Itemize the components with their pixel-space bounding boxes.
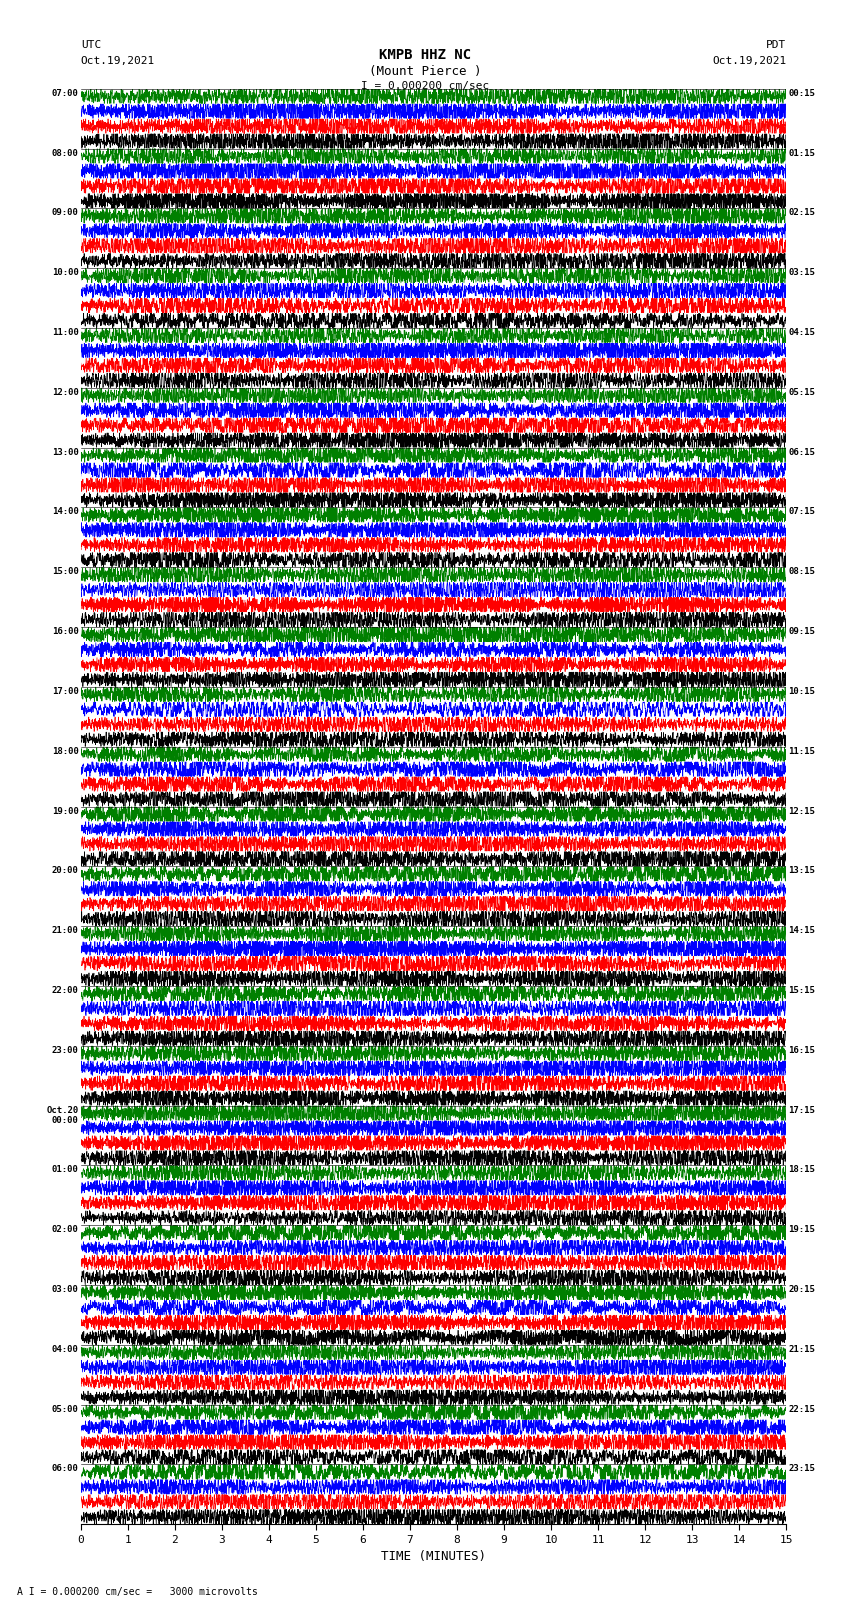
Text: 17:00: 17:00 xyxy=(52,687,79,695)
Text: 03:00: 03:00 xyxy=(52,1286,79,1294)
Text: 11:00: 11:00 xyxy=(52,327,79,337)
Text: Oct.20
00:00: Oct.20 00:00 xyxy=(47,1105,79,1124)
Text: (Mount Pierce ): (Mount Pierce ) xyxy=(369,65,481,77)
Text: 14:00: 14:00 xyxy=(52,508,79,516)
Text: UTC: UTC xyxy=(81,40,101,50)
Text: Oct.19,2021: Oct.19,2021 xyxy=(712,56,786,66)
Text: 06:00: 06:00 xyxy=(52,1465,79,1473)
Text: 10:00: 10:00 xyxy=(52,268,79,277)
Text: 04:15: 04:15 xyxy=(788,327,815,337)
Text: 06:15: 06:15 xyxy=(788,448,815,456)
Text: 17:15: 17:15 xyxy=(788,1105,815,1115)
Text: KMPB HHZ NC: KMPB HHZ NC xyxy=(379,48,471,63)
Text: 20:00: 20:00 xyxy=(52,866,79,876)
X-axis label: TIME (MINUTES): TIME (MINUTES) xyxy=(381,1550,486,1563)
Text: I = 0.000200 cm/sec: I = 0.000200 cm/sec xyxy=(361,81,489,90)
Text: 01:15: 01:15 xyxy=(788,148,815,158)
Text: 07:00: 07:00 xyxy=(52,89,79,98)
Text: 15:00: 15:00 xyxy=(52,568,79,576)
Text: 07:15: 07:15 xyxy=(788,508,815,516)
Text: 21:15: 21:15 xyxy=(788,1345,815,1353)
Text: 23:00: 23:00 xyxy=(52,1045,79,1055)
Text: 13:15: 13:15 xyxy=(788,866,815,876)
Text: A I = 0.000200 cm/sec =   3000 microvolts: A I = 0.000200 cm/sec = 3000 microvolts xyxy=(17,1587,258,1597)
Text: 22:00: 22:00 xyxy=(52,986,79,995)
Text: 15:15: 15:15 xyxy=(788,986,815,995)
Text: 08:15: 08:15 xyxy=(788,568,815,576)
Text: 19:15: 19:15 xyxy=(788,1226,815,1234)
Text: 16:15: 16:15 xyxy=(788,1045,815,1055)
Text: 01:00: 01:00 xyxy=(52,1165,79,1174)
Text: 16:00: 16:00 xyxy=(52,627,79,636)
Text: 03:15: 03:15 xyxy=(788,268,815,277)
Text: 13:00: 13:00 xyxy=(52,448,79,456)
Text: 21:00: 21:00 xyxy=(52,926,79,936)
Text: 09:15: 09:15 xyxy=(788,627,815,636)
Text: 18:15: 18:15 xyxy=(788,1165,815,1174)
Text: 02:00: 02:00 xyxy=(52,1226,79,1234)
Text: 05:00: 05:00 xyxy=(52,1405,79,1413)
Text: 04:00: 04:00 xyxy=(52,1345,79,1353)
Text: 19:00: 19:00 xyxy=(52,806,79,816)
Text: 20:15: 20:15 xyxy=(788,1286,815,1294)
Text: 09:00: 09:00 xyxy=(52,208,79,218)
Text: 00:15: 00:15 xyxy=(788,89,815,98)
Text: 12:15: 12:15 xyxy=(788,806,815,816)
Text: 05:15: 05:15 xyxy=(788,387,815,397)
Text: 10:15: 10:15 xyxy=(788,687,815,695)
Text: 08:00: 08:00 xyxy=(52,148,79,158)
Text: 14:15: 14:15 xyxy=(788,926,815,936)
Text: 12:00: 12:00 xyxy=(52,387,79,397)
Text: Oct.19,2021: Oct.19,2021 xyxy=(81,56,155,66)
Text: 11:15: 11:15 xyxy=(788,747,815,755)
Text: 18:00: 18:00 xyxy=(52,747,79,755)
Text: 23:15: 23:15 xyxy=(788,1465,815,1473)
Text: 22:15: 22:15 xyxy=(788,1405,815,1413)
Text: PDT: PDT xyxy=(766,40,786,50)
Text: 02:15: 02:15 xyxy=(788,208,815,218)
